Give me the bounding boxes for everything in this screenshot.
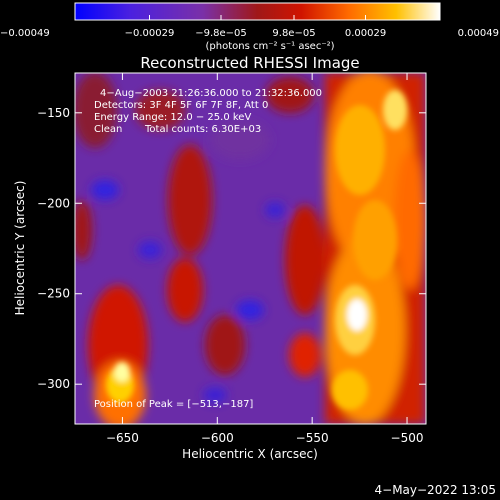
annotation-block: 4−Aug−2003 21:26:36.000 to 21:32:36.000 … <box>94 88 322 410</box>
footer-timestamp: 4−May−2022 13:05 <box>375 483 497 497</box>
colorbar-unit-label: (photons cm⁻² s⁻¹ asec⁻²) <box>205 41 334 52</box>
colorbar-tick-label: 0.00049 <box>458 28 499 39</box>
y-tick-label: −200 <box>37 196 70 210</box>
colorbar-ticks: −0.00049 −0.00029 −9.8e−05 9.8e−05 0.00029 0.… <box>0 15 499 39</box>
y-tick-label: −250 <box>37 287 70 301</box>
colorbar-tick-label: 9.8e−05 <box>272 28 315 39</box>
y-tick-label: −150 <box>37 106 70 120</box>
annotation-peak-position: Position of Peak = [−513,−187] <box>94 399 253 410</box>
y-tick-label: −300 <box>37 377 70 391</box>
y-axis-label: Heliocentric Y (arcsec) <box>13 181 27 316</box>
x-tick-label: −550 <box>296 431 329 445</box>
colorbar-tick-label: 0.00029 <box>345 28 386 39</box>
x-axis-ticks: −650 −600 −550 −500 <box>106 73 424 445</box>
colorbar-tick-label: −0.00029 <box>125 28 175 39</box>
colorbar-tick-label: −9.8e−05 <box>195 28 247 39</box>
plot-frame <box>74 72 427 425</box>
colorbar-gradient <box>75 3 440 20</box>
annotation-total-counts: Total counts: 6.30E+03 <box>144 124 261 135</box>
heatmap-image <box>75 73 426 424</box>
x-tick-label: −600 <box>201 431 234 445</box>
annotation-time-range: 4−Aug−2003 21:26:36.000 to 21:32:36.000 <box>100 88 322 99</box>
annotation-clean: Clean <box>94 124 122 135</box>
x-tick-label: −500 <box>391 431 424 445</box>
colorbar-tick-label: −0.00049 <box>0 28 50 39</box>
colorbar: −0.00049 −0.00029 −9.8e−05 9.8e−05 0.00029 0.… <box>0 2 499 52</box>
annotation-detectors: Detectors: 3F 4F 5F 6F 7F 8F, Att 0 <box>94 100 268 111</box>
x-tick-label: −650 <box>106 431 139 445</box>
y-axis-ticks: −150 −200 −250 −300 <box>37 106 426 391</box>
annotation-energy-range: Energy Range: 12.0 − 25.0 keV <box>94 112 251 123</box>
colorbar-frame <box>74 2 441 21</box>
chart-title: Reconstructed RHESSI Image <box>140 54 359 72</box>
x-axis-label: Heliocentric X (arcsec) <box>182 447 318 461</box>
